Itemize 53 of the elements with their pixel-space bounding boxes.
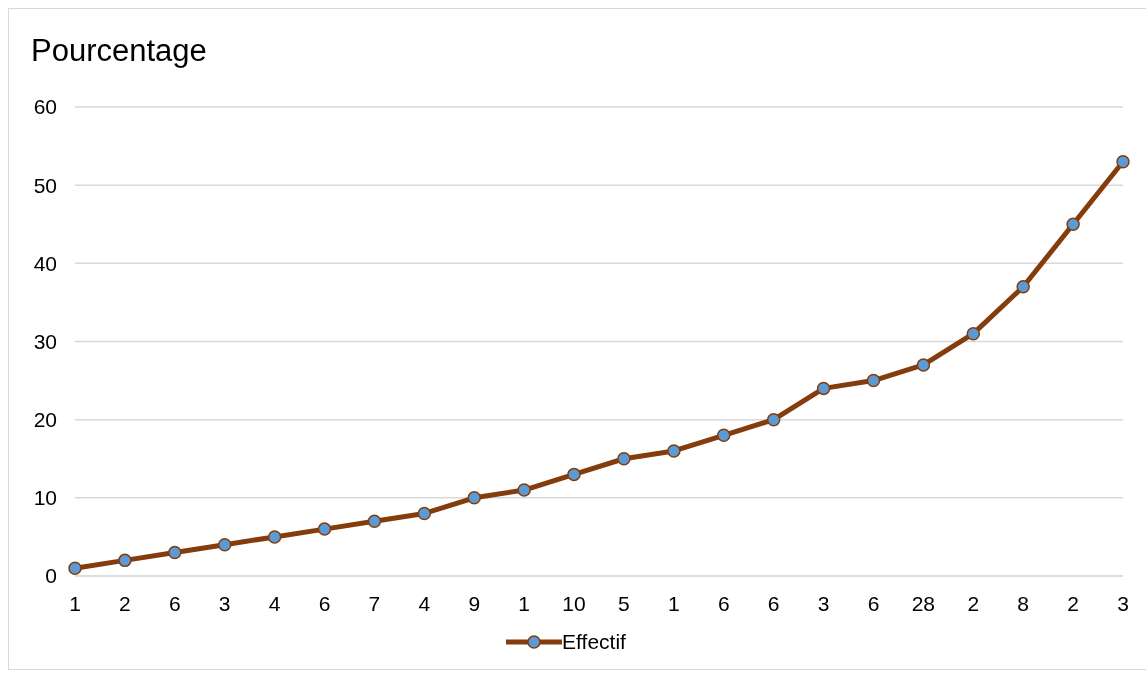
x-tick-label: 6 (717, 591, 730, 615)
point (68, 561, 82, 575)
x-tick-label: 3 (218, 591, 231, 615)
x-tick-label: 1 (518, 591, 530, 615)
y-tick-label: 40 (33, 251, 57, 275)
point (567, 467, 581, 482)
point (267, 530, 282, 544)
x-tick-label: 9 (468, 591, 481, 615)
y-tick-label: 60 (33, 95, 57, 119)
legend-label: Effectif (562, 630, 626, 654)
x-tick-label: 4 (418, 591, 431, 615)
x-tick-label: 5 (618, 591, 630, 615)
x-tick-label: 3 (1117, 591, 1129, 615)
point (916, 358, 931, 372)
point (1016, 280, 1030, 294)
x-tick-label: 6 (767, 591, 780, 615)
x-tick-label: 2 (967, 591, 980, 615)
x-tick-label: 6 (318, 591, 331, 615)
point (966, 326, 981, 341)
x-tick-label: 2 (1067, 591, 1079, 615)
point (417, 506, 432, 521)
point (367, 514, 382, 529)
x-tick-label: 3 (817, 591, 830, 615)
y-tick-label: 0 (45, 564, 57, 588)
x-tick-label: 28 (911, 591, 936, 615)
point (217, 537, 232, 552)
x-tick-label: 6 (168, 591, 181, 615)
x-tick-label: 10 (562, 591, 586, 615)
x-tick-label: 1 (69, 591, 81, 615)
x-tick-label: 6 (867, 591, 880, 615)
point (717, 428, 731, 443)
point (766, 412, 781, 427)
y-tick-label: 30 (33, 329, 57, 353)
x-tick-label: 4 (268, 591, 281, 615)
point (866, 373, 881, 388)
point (168, 545, 182, 560)
point (1116, 154, 1130, 169)
point (816, 381, 831, 396)
y-tick-label: 10 (33, 486, 57, 510)
y-tick-label: 50 (33, 173, 57, 197)
y-tick-label: 20 (33, 408, 57, 432)
x-tick-label: 8 (1017, 591, 1030, 615)
point (617, 452, 631, 466)
x-tick-label: 2 (119, 591, 131, 615)
point (118, 553, 132, 568)
point (517, 483, 531, 497)
x-tick-label: 1 (668, 591, 680, 615)
x-tick-label: 7 (368, 591, 381, 615)
point (317, 522, 332, 536)
point (1066, 217, 1080, 231)
point (467, 491, 481, 505)
chart-title: Pourcentage (31, 33, 207, 69)
point (667, 444, 681, 458)
